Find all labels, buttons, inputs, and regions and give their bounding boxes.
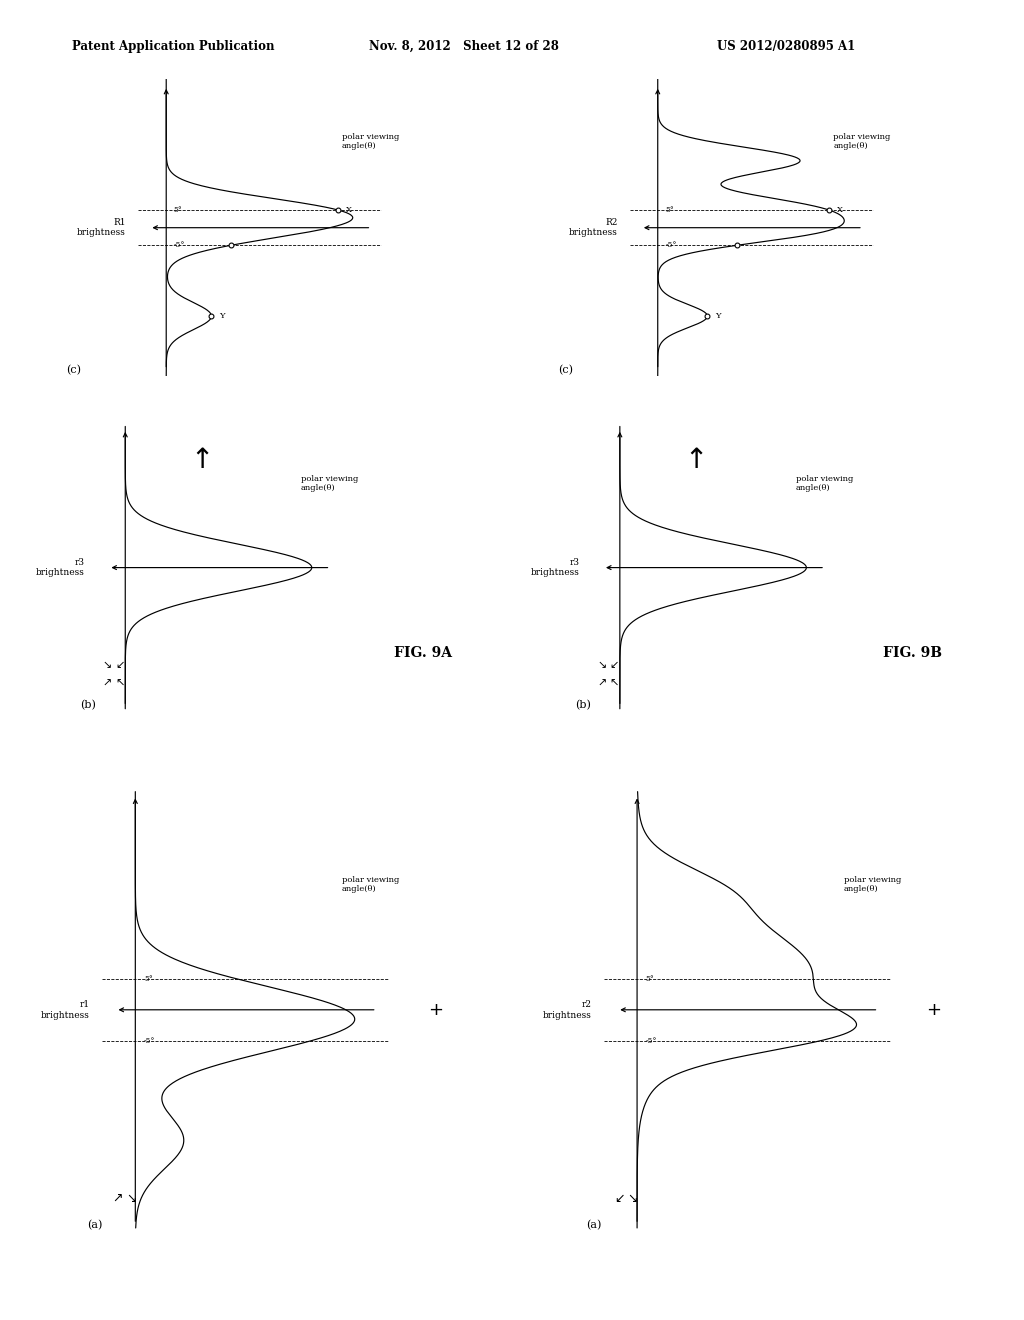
Text: ↗: ↗ <box>102 678 113 689</box>
Text: (a): (a) <box>586 1220 601 1230</box>
Text: 5°: 5° <box>646 974 654 982</box>
Text: polar viewing
angle(θ): polar viewing angle(θ) <box>834 133 891 150</box>
Text: r2
brightness: r2 brightness <box>543 1001 592 1019</box>
Text: ↙: ↙ <box>609 660 620 671</box>
Text: +: + <box>428 1001 442 1019</box>
Text: (c): (c) <box>67 364 82 375</box>
Text: Nov. 8, 2012   Sheet 12 of 28: Nov. 8, 2012 Sheet 12 of 28 <box>369 40 558 53</box>
Text: -5°: -5° <box>174 242 185 249</box>
Text: polar viewing
angle(θ): polar viewing angle(θ) <box>796 475 853 492</box>
Text: -5°: -5° <box>646 1038 657 1045</box>
Text: ↘: ↘ <box>102 660 113 671</box>
Text: ↑: ↑ <box>190 446 213 474</box>
Text: (c): (c) <box>558 364 573 375</box>
Text: ↘: ↘ <box>597 660 607 671</box>
Text: r1
brightness: r1 brightness <box>41 1001 90 1019</box>
Text: polar viewing
angle(θ): polar viewing angle(θ) <box>342 133 399 150</box>
Text: ↗: ↗ <box>597 678 607 689</box>
Text: ↘: ↘ <box>126 1192 136 1205</box>
Text: X: X <box>346 206 352 214</box>
Text: ↘: ↘ <box>628 1192 638 1205</box>
Text: ↙: ↙ <box>614 1192 625 1205</box>
Text: (b): (b) <box>575 700 592 710</box>
Text: FIG. 9A: FIG. 9A <box>394 645 453 660</box>
Text: 5°: 5° <box>666 206 674 214</box>
Text: (b): (b) <box>80 700 96 710</box>
Text: Y: Y <box>715 312 721 319</box>
Text: Patent Application Publication: Patent Application Publication <box>72 40 274 53</box>
Text: Y: Y <box>219 312 224 319</box>
Text: R1
brightness: R1 brightness <box>77 218 126 238</box>
Text: R2
brightness: R2 brightness <box>568 218 617 238</box>
Text: polar viewing
angle(θ): polar viewing angle(θ) <box>301 475 358 492</box>
Text: FIG. 9B: FIG. 9B <box>883 645 942 660</box>
Text: ↗: ↗ <box>113 1192 123 1205</box>
Text: -5°: -5° <box>666 242 677 249</box>
Text: r3
brightness: r3 brightness <box>530 558 580 577</box>
Text: -5°: -5° <box>144 1038 156 1045</box>
Text: US 2012/0280895 A1: US 2012/0280895 A1 <box>717 40 855 53</box>
Text: X: X <box>837 206 843 214</box>
Text: (a): (a) <box>87 1220 102 1230</box>
Text: ↖: ↖ <box>609 678 620 689</box>
Text: +: + <box>927 1001 941 1019</box>
Text: polar viewing
angle(θ): polar viewing angle(θ) <box>342 876 399 894</box>
Text: 5°: 5° <box>144 974 153 982</box>
Text: ↑: ↑ <box>685 446 708 474</box>
Text: ↖: ↖ <box>115 678 125 689</box>
Text: r3
brightness: r3 brightness <box>36 558 85 577</box>
Text: 5°: 5° <box>174 206 182 214</box>
Text: polar viewing
angle(θ): polar viewing angle(θ) <box>844 876 901 894</box>
Text: ↙: ↙ <box>115 660 125 671</box>
